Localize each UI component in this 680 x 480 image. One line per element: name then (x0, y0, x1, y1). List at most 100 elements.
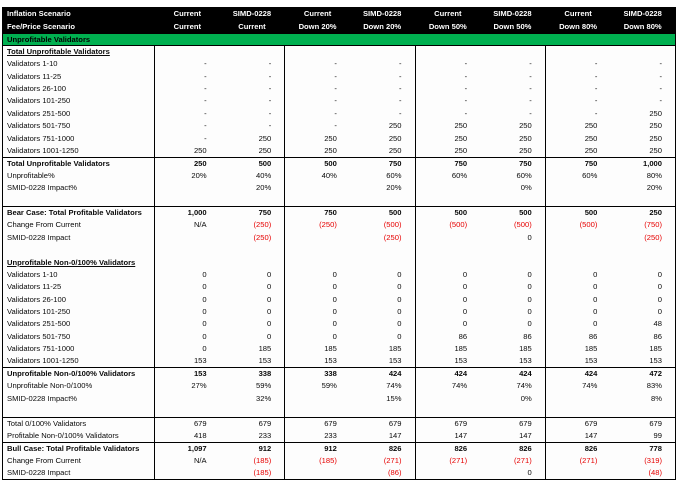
cell: 250 (610, 206, 677, 219)
table-row: Unprofitable Non-0/100% Validators 153 338… (2, 367, 677, 381)
cell: 153 (349, 355, 416, 369)
row-label: Validators 251-500 (2, 107, 155, 120)
spacer-row (2, 243, 677, 257)
cell (545, 256, 610, 268)
cell: 74% (451, 381, 468, 391)
cell: 83% (610, 380, 677, 393)
cell: 60% (480, 169, 546, 182)
cell (415, 392, 480, 404)
section-banner-row: Unprofitable Validators (2, 33, 676, 46)
cell (285, 392, 350, 404)
cell: 500 (219, 157, 286, 170)
cell: 750 (284, 206, 350, 219)
table-row: Bull Case: Total Profitable Validators 1,… (2, 442, 677, 455)
cell: 59% (219, 380, 286, 393)
cell: (250) (610, 231, 677, 244)
cell (349, 404, 416, 418)
table-row: Profitable Non-0/100% Validators 418 233 23… (2, 429, 677, 443)
cell: 0 (480, 280, 546, 294)
cell: 250 (584, 121, 598, 131)
col-header-fee: Current (154, 20, 220, 34)
cell: - (219, 119, 286, 133)
cell: 153 (415, 355, 481, 369)
cell (155, 244, 220, 256)
cell (415, 194, 480, 206)
table-row: SMID-0228 Impact% 32% 15% 0% 8% (2, 392, 677, 405)
table-row: Validators 501-750 0 0 0 0 86 86 86 86 (2, 330, 677, 343)
cell: 74% (582, 381, 598, 391)
cell: 250 (415, 144, 481, 158)
row-label: Validators 1001-1250 (2, 355, 155, 369)
cell (155, 405, 220, 417)
cell: (271) (349, 454, 416, 467)
cell: 185 (610, 342, 677, 356)
row-label: Total Unprofitable Validators (2, 45, 155, 58)
cell: 0 (219, 280, 286, 294)
cell (155, 392, 220, 404)
cell: (500) (480, 218, 546, 232)
cell: N/A (193, 455, 207, 465)
table-row: Unprofitable Non-0/100% 27% 59% 59% 74% 74% 74… (2, 380, 677, 393)
cell: 0 (202, 344, 207, 354)
col-header-inflation: SIMD-0228 (349, 7, 416, 21)
cell (415, 256, 480, 268)
cell: - (219, 107, 286, 120)
cell: (271) (579, 455, 598, 465)
cell: 147 (480, 429, 546, 443)
cell: 750 (454, 158, 468, 168)
cell: 0 (480, 466, 546, 480)
cell: 0 (593, 319, 598, 329)
cell: N/A (193, 220, 207, 230)
scenario-table: Inflation Scenario Current SIMD-0228 Curre… (2, 7, 677, 480)
cell: 250 (454, 133, 468, 143)
cell: - (349, 107, 416, 120)
col-header-inflation: SIMD-0228 (480, 7, 546, 21)
row-label: SMID-0228 Impact (2, 231, 155, 244)
row-label: SMID-0228 Impact% (2, 392, 155, 405)
cell: 250 (349, 132, 416, 145)
cell: - (219, 82, 286, 96)
cell (155, 182, 220, 194)
cell: 250 (610, 132, 677, 145)
cell: 60% (451, 170, 468, 180)
cell: 0 (610, 268, 677, 281)
cell: 153 (480, 355, 546, 369)
cell: 1,000 (154, 206, 220, 219)
table-row: Total 0/100% Validators 679 679 679 679 679 67… (2, 416, 677, 430)
cell: 500 (415, 206, 481, 219)
cell (349, 256, 416, 269)
cell: - (464, 71, 468, 81)
row-label: Unprofitable Non-0/100% Validators (2, 256, 155, 269)
cell: 250 (480, 144, 546, 158)
cell: 60% (582, 170, 598, 180)
cell (219, 404, 286, 418)
cell (545, 467, 610, 479)
cell: 250 (610, 107, 677, 120)
cell: 250 (349, 119, 416, 133)
cell: 20% (191, 170, 207, 180)
cell: - (204, 108, 207, 118)
cell: - (334, 121, 337, 131)
cell (480, 194, 546, 207)
cell: 8% (610, 392, 677, 405)
row-label: SMID-0228 Impact% (2, 181, 155, 195)
cell: 0 (202, 307, 207, 317)
cell: 250 (610, 119, 677, 133)
cell: 74% (349, 380, 416, 393)
col-header-fee: Down 50% (415, 20, 481, 34)
table-row: Validators 101-250 0 0 0 0 0 0 0 0 (2, 305, 677, 319)
table-row: Total Unprofitable Validators 250 500 500 75… (2, 157, 677, 170)
cell (480, 256, 546, 269)
cell (285, 46, 350, 58)
cell: 0 (219, 305, 286, 319)
cell: - (204, 84, 207, 94)
cell: - (349, 70, 416, 83)
cell: 0 (202, 269, 207, 279)
cell: 250 (324, 133, 337, 143)
cell: 0 (349, 280, 416, 294)
cell: - (480, 57, 546, 71)
cell (219, 194, 286, 207)
table-row: Unprofitable Non-0/100% Validators (2, 256, 677, 269)
cell: (500) (449, 220, 468, 230)
cell: 0% (480, 181, 546, 195)
